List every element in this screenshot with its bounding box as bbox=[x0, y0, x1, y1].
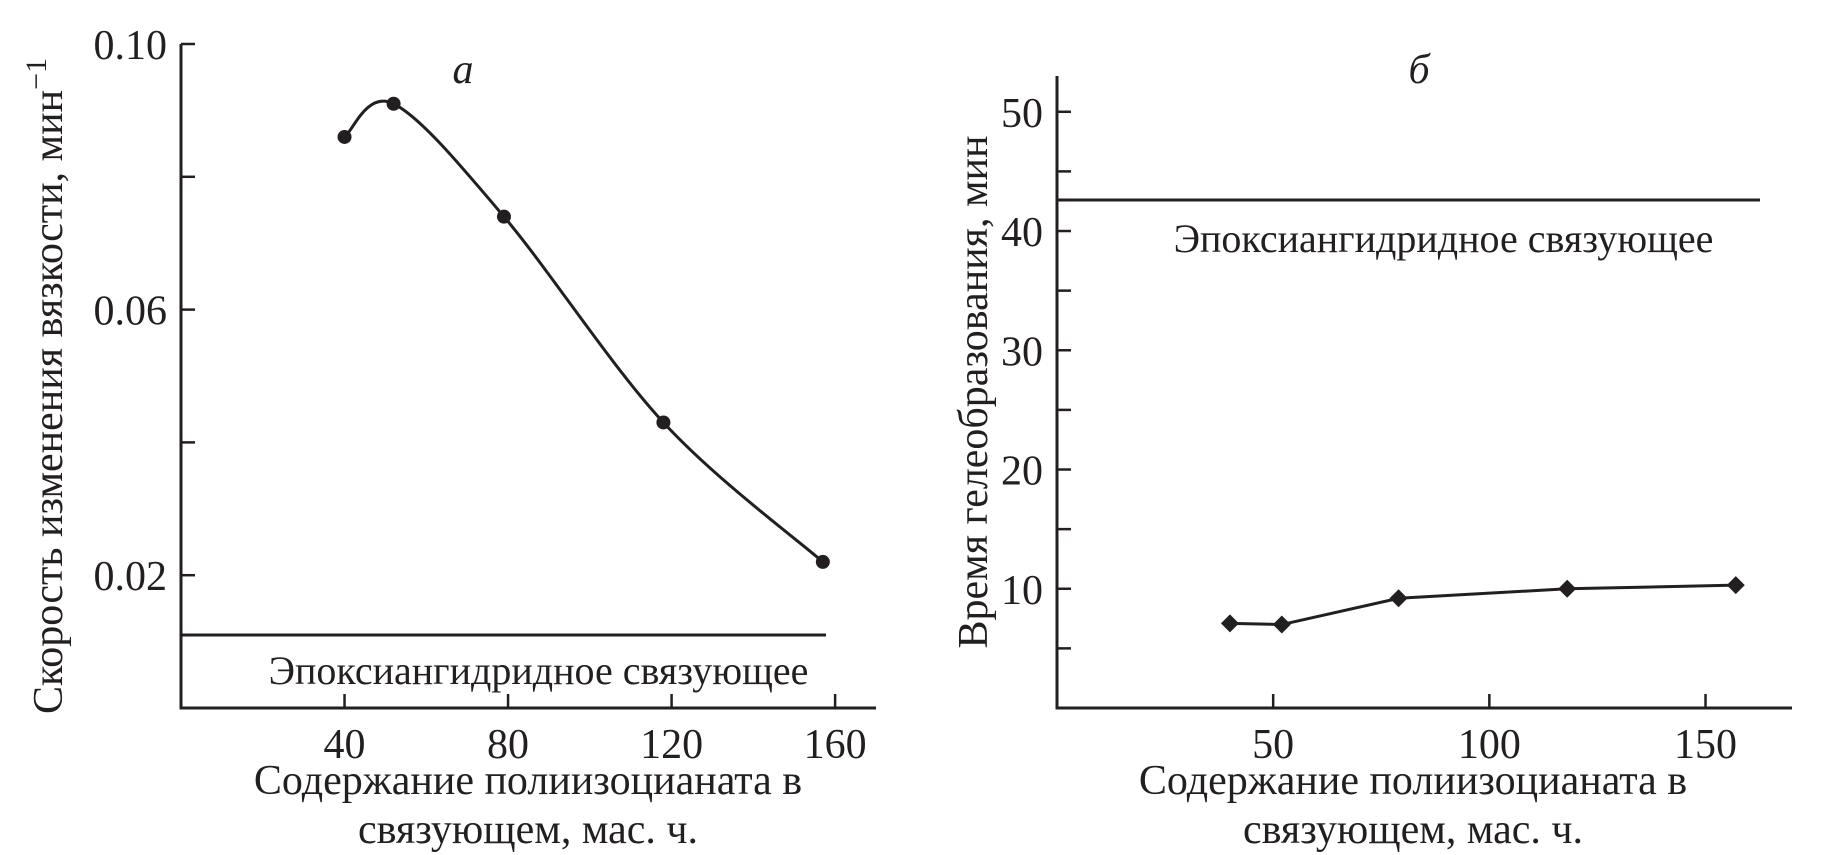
data-point bbox=[337, 129, 352, 144]
x-tick-label: 80 bbox=[487, 722, 529, 768]
y-tick-label: 0.06 bbox=[94, 289, 168, 335]
y-tick-label: 0.10 bbox=[94, 23, 168, 69]
panel-b-x-axis-title-line1: Содержание полиизоцианата в bbox=[1139, 758, 1687, 804]
data-point bbox=[496, 209, 511, 224]
data-point bbox=[1558, 579, 1577, 598]
panel-a-letter: а bbox=[453, 47, 474, 93]
y-tick-label: 40 bbox=[1001, 210, 1043, 256]
panel-b-reference-label: Эпоксиангидридное связующее bbox=[1174, 216, 1714, 261]
panel-a-axes bbox=[179, 44, 876, 710]
x-tick-label: 100 bbox=[1458, 722, 1521, 768]
y-tick-label: 50 bbox=[1001, 91, 1043, 137]
y-tick-label: 20 bbox=[1001, 449, 1043, 495]
panel-b-chart: б 10 20 30 40 50 50 100 150 Эпоксиангидридное с… bbox=[951, 47, 1792, 853]
panel-a-y-axis-title: Скорость изменения вязкости, мин−1 bbox=[20, 58, 72, 714]
panel-b-ticks: 10 20 30 40 50 50 100 150 bbox=[1001, 91, 1737, 768]
series-line bbox=[1229, 583, 1736, 627]
data-point bbox=[1272, 615, 1291, 634]
panel-b-axes bbox=[1055, 76, 1792, 710]
x-tick-label: 40 bbox=[324, 722, 366, 768]
x-tick-label: 160 bbox=[804, 722, 867, 768]
panel-a-x-axis-title-line2: связующем, мас. ч. bbox=[358, 807, 698, 853]
x-tick-label: 150 bbox=[1674, 722, 1737, 768]
x-tick-label: 120 bbox=[640, 722, 703, 768]
panel-a-reference-label: Эпоксиангидридное связующее bbox=[269, 648, 809, 693]
data-point bbox=[815, 554, 830, 569]
panel-a-ticks: 0.02 0.06 0.10 40 80 120 160 bbox=[94, 23, 867, 768]
panel-b-series bbox=[1220, 576, 1745, 634]
y-tick-label: 10 bbox=[1001, 568, 1043, 614]
panel-a-chart: а 0.02 0.06 0.10 40 80 120 160 Эпоксиангидридн… bbox=[20, 23, 876, 853]
panel-a-y-axis-title-text: Скорость изменения вязкости, мин bbox=[26, 90, 72, 714]
panel-a-reference: Эпоксиангидридное связующее bbox=[181, 633, 826, 693]
data-point bbox=[386, 96, 401, 111]
series-line bbox=[343, 99, 824, 564]
panel-b-x-axis-title-line2: связующем, мас. ч. bbox=[1243, 807, 1583, 853]
data-point bbox=[1220, 614, 1239, 633]
x-tick-label: 50 bbox=[1252, 722, 1294, 768]
y-tick-label: 0.02 bbox=[94, 554, 168, 600]
panel-b-reference: Эпоксиангидридное связующее bbox=[1057, 198, 1760, 261]
panel-b-y-axis-title: Время гелеобразования, мин bbox=[951, 135, 997, 648]
panel-b-letter: б bbox=[1408, 47, 1431, 93]
data-point bbox=[656, 415, 671, 430]
y-tick-label: 30 bbox=[1001, 329, 1043, 375]
panel-a-x-axis-title-line1: Содержание полиизоцианата в bbox=[254, 758, 802, 804]
panel-a-y-axis-title-sup: −1 bbox=[20, 58, 53, 90]
data-point bbox=[1389, 589, 1408, 608]
panel-a-series bbox=[337, 96, 830, 569]
data-point bbox=[1726, 576, 1745, 595]
